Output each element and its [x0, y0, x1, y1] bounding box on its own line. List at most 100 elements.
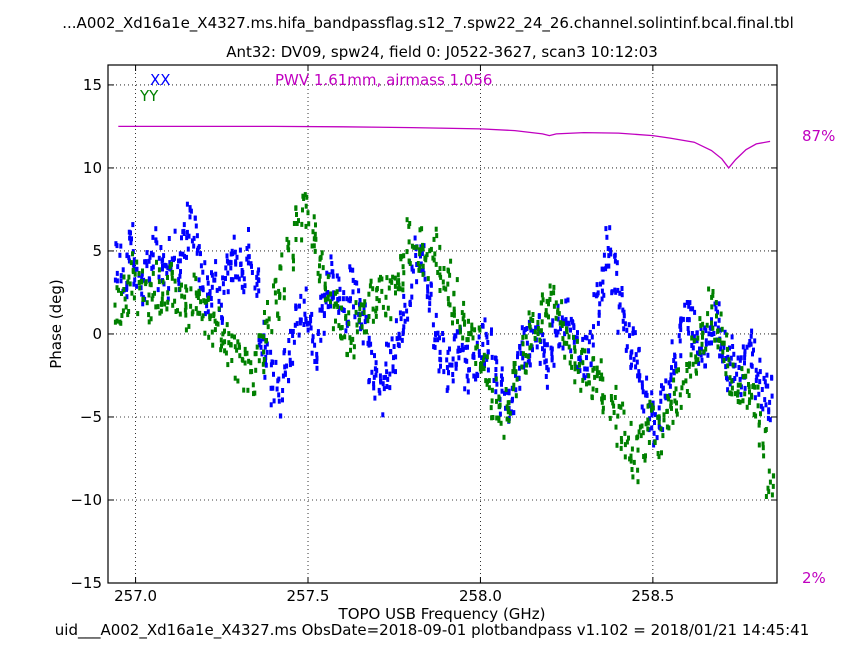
data-point-xx	[394, 318, 398, 324]
data-point-xx	[233, 249, 237, 255]
data-point-xx	[220, 319, 224, 325]
data-point-yy	[208, 314, 212, 320]
chart-subtitle: Ant32: DV09, spw24, field 0: J0522-3627,…	[226, 43, 658, 61]
data-point-xx	[704, 341, 708, 347]
data-point-yy	[227, 331, 231, 337]
data-point-xx	[149, 250, 153, 256]
data-point-xx	[650, 390, 654, 396]
data-point-xx	[602, 292, 606, 298]
data-point-xx	[358, 298, 362, 303]
data-point-xx	[672, 368, 676, 374]
data-point-yy	[561, 336, 565, 342]
data-point-yy	[536, 326, 540, 331]
data-point-yy	[263, 319, 267, 325]
data-point-yy	[698, 349, 702, 355]
data-point-yy	[614, 384, 618, 390]
data-point-yy	[421, 271, 425, 277]
data-point-yy	[246, 387, 250, 393]
data-point-xx	[751, 351, 754, 357]
data-point-xx	[344, 328, 348, 334]
data-point-yy	[600, 399, 604, 405]
data-point-xx	[319, 337, 323, 343]
data-point-xx	[757, 391, 761, 397]
data-point-yy	[601, 376, 605, 382]
data-point-xx	[556, 316, 560, 322]
data-point-yy	[512, 365, 516, 371]
data-point-yy	[545, 312, 549, 318]
data-point-xx	[554, 332, 558, 338]
data-point-xx	[498, 411, 502, 417]
data-point-xx	[605, 234, 609, 240]
data-point-yy	[195, 293, 199, 299]
data-point-yy	[750, 394, 754, 400]
data-point-yy	[636, 447, 640, 453]
data-point-xx	[735, 371, 739, 377]
data-point-xx	[259, 344, 263, 350]
data-point-xx	[201, 269, 205, 275]
data-point-xx	[739, 392, 743, 398]
data-point-yy	[536, 320, 540, 325]
data-point-xx	[210, 272, 214, 278]
data-point-xx	[629, 350, 633, 356]
data-point-xx	[177, 258, 180, 264]
data-point-xx	[331, 273, 335, 279]
data-point-yy	[374, 313, 378, 319]
data-point-xx	[309, 314, 312, 320]
data-point-yy	[363, 299, 367, 305]
data-point-xx	[575, 365, 579, 371]
data-point-yy	[573, 366, 577, 372]
data-point-xx	[287, 378, 290, 383]
data-point-yy	[707, 286, 711, 292]
data-point-xx	[699, 352, 703, 358]
data-point-yy	[743, 391, 747, 397]
data-point-yy	[548, 296, 552, 302]
data-point-xx	[226, 270, 230, 276]
data-point-yy	[752, 383, 755, 389]
data-point-yy	[616, 413, 620, 419]
data-point-yy	[757, 419, 761, 425]
data-point-yy	[396, 286, 400, 292]
data-point-yy	[189, 303, 193, 309]
data-point-xx	[375, 367, 379, 373]
data-point-xx	[271, 385, 275, 391]
data-point-yy	[347, 310, 351, 316]
data-point-yy	[533, 336, 537, 341]
data-point-xx	[180, 235, 183, 241]
data-point-xx	[351, 289, 355, 295]
data-point-xx	[620, 292, 624, 298]
data-point-xx	[600, 266, 604, 272]
data-point-yy	[726, 363, 730, 369]
data-point-yy	[507, 418, 511, 424]
data-point-yy	[610, 397, 613, 403]
data-point-yy	[121, 308, 125, 314]
data-point-yy	[625, 439, 629, 445]
x-tick-label: 258.0	[459, 587, 502, 605]
data-point-yy	[272, 283, 275, 289]
data-point-xx	[572, 339, 576, 345]
data-point-xx	[335, 273, 339, 279]
data-point-yy	[640, 423, 644, 429]
data-point-xx	[532, 328, 536, 334]
data-point-yy	[266, 324, 270, 330]
data-point-xx	[637, 347, 641, 353]
data-point-xx	[185, 229, 189, 235]
data-point-xx	[192, 235, 196, 241]
data-point-yy	[291, 253, 295, 259]
data-point-yy	[203, 330, 207, 336]
data-point-xx	[749, 341, 753, 347]
data-point-xx	[140, 275, 144, 281]
data-point-xx	[310, 350, 314, 356]
data-point-yy	[210, 329, 214, 335]
data-point-yy	[458, 324, 462, 330]
data-point-xx	[572, 325, 576, 330]
data-point-yy	[565, 329, 569, 335]
data-point-xx	[257, 337, 261, 343]
data-point-yy	[138, 285, 142, 291]
data-point-yy	[242, 387, 246, 393]
data-point-yy	[730, 391, 734, 397]
data-point-yy	[291, 266, 295, 272]
data-point-yy	[220, 343, 223, 349]
data-point-xx	[140, 271, 144, 277]
data-point-yy	[295, 212, 298, 217]
data-point-yy	[734, 391, 737, 397]
